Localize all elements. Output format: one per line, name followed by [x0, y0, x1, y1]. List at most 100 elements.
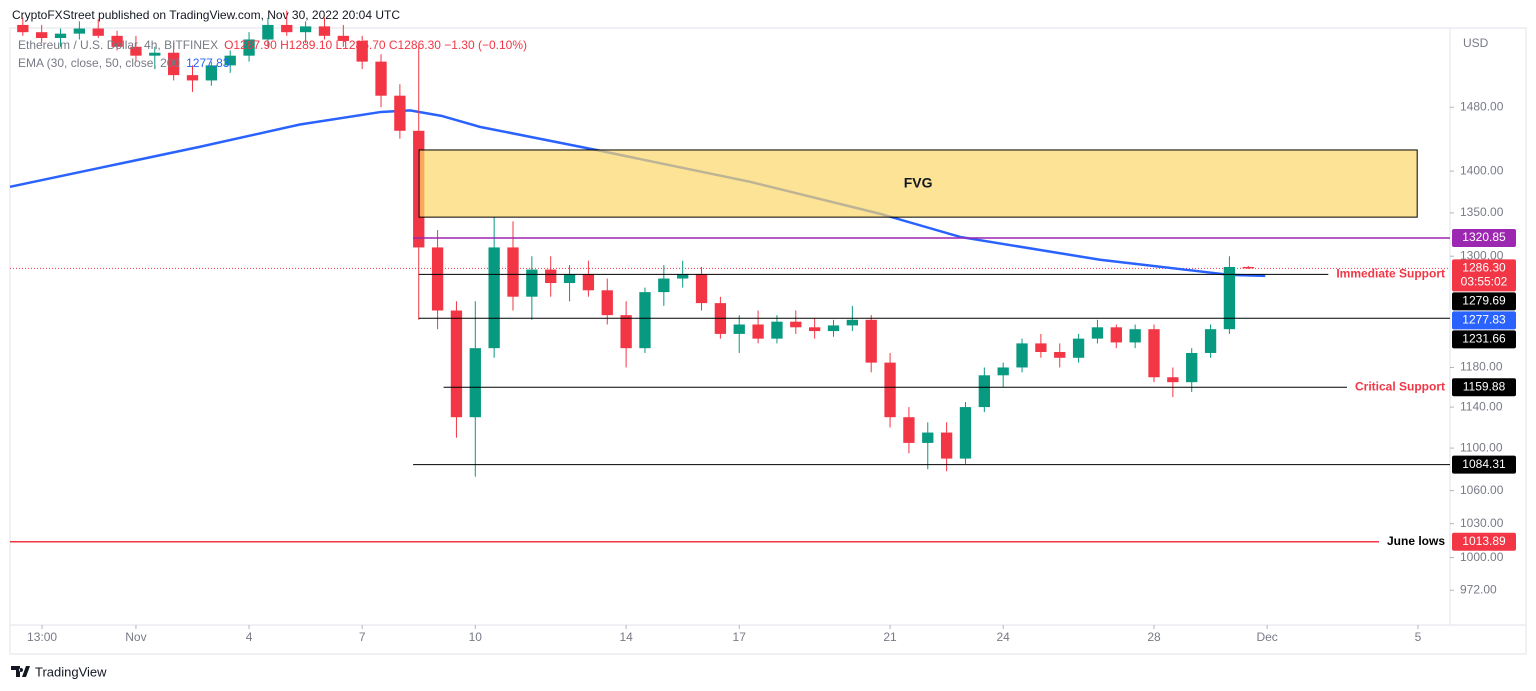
x-tick-label: Dec	[1256, 630, 1277, 644]
candle-body	[469, 348, 481, 418]
candle-body	[639, 292, 651, 349]
candle-body	[224, 55, 236, 66]
candle-body	[450, 310, 463, 418]
y-tick-label: 1300.00	[1460, 248, 1504, 262]
candle-body	[394, 95, 406, 131]
y-tick-label: 1100.00	[1460, 440, 1503, 454]
candle-body	[903, 417, 915, 443]
candle-body	[601, 290, 613, 316]
candle-body	[337, 35, 349, 41]
candle-body	[243, 39, 255, 56]
candle-body	[281, 24, 293, 33]
candle-body	[205, 65, 218, 81]
candle-body	[1035, 343, 1047, 353]
legend-symbol: Ethereum / U.S. Dollar, 4h, BITFINEX	[18, 38, 218, 52]
candle-body	[827, 325, 840, 332]
candle-body	[1016, 343, 1028, 368]
candle-body	[1110, 327, 1122, 343]
candle-body	[563, 274, 576, 284]
price-label-box	[1452, 532, 1516, 551]
candle-body	[73, 28, 86, 34]
candle-body	[959, 407, 972, 459]
x-tick-label: 10	[469, 630, 483, 644]
level-note: June lows	[1387, 534, 1445, 548]
candle-body	[1072, 338, 1085, 358]
candle-body	[356, 40, 368, 62]
x-tick-label: 13:00	[27, 630, 57, 644]
price-label: 1084.31	[1462, 457, 1506, 471]
fvg-zone	[418, 149, 1418, 218]
candle-body	[865, 319, 877, 363]
price-label: 1231.66	[1462, 332, 1506, 346]
candle-body	[375, 61, 387, 96]
y-tick-label: 1030.00	[1460, 516, 1504, 530]
candle-body	[111, 35, 123, 47]
candle-body	[186, 75, 199, 81]
candle-body	[677, 274, 689, 279]
y-tick-label: 1180.00	[1460, 360, 1503, 374]
price-label-box	[1452, 455, 1516, 474]
x-tick-label: 21	[883, 630, 897, 644]
candle-body	[1091, 327, 1104, 339]
y-tick-label: 1140.00	[1460, 399, 1503, 413]
price-label: 1320.85	[1462, 230, 1506, 244]
header: CryptoFXStreet published on TradingView.…	[12, 8, 400, 22]
ema-line	[9, 109, 1266, 278]
legend-ema-value: 1277.83	[186, 56, 230, 70]
candle-body	[299, 26, 312, 33]
candle-body	[1204, 329, 1217, 353]
candle-body	[790, 321, 802, 328]
candle-body	[695, 274, 708, 304]
price-label-box	[1452, 330, 1516, 349]
x-tick-label: 7	[359, 630, 366, 644]
candle-body	[1054, 352, 1066, 358]
candle-body	[658, 278, 670, 293]
x-tick-label: 5	[1415, 630, 1422, 644]
plot: FVG	[9, 10, 1450, 543]
x-tick-label: 4	[246, 630, 253, 644]
price-label-box	[1452, 228, 1516, 247]
price-label: 1286.30	[1462, 261, 1506, 275]
x-tick-label: 28	[1147, 630, 1161, 644]
candle-body	[92, 28, 104, 36]
logo: TradingView	[11, 664, 107, 679]
candle-body	[262, 24, 274, 40]
y-tick-label: 1060.00	[1460, 483, 1504, 497]
fvg-label: FVG	[904, 174, 933, 190]
candle-body	[620, 315, 632, 349]
candle-body	[318, 26, 331, 36]
y-tick-label: 972.00	[1460, 582, 1497, 596]
price-label: 1013.89	[1462, 534, 1506, 548]
y-tick-label: 1000.00	[1460, 550, 1504, 564]
candle-body	[997, 367, 1009, 376]
price-label-box	[1452, 311, 1516, 330]
x-tick-label: 14	[619, 630, 633, 644]
candle-body	[167, 52, 180, 76]
candle-body	[582, 274, 595, 291]
candle-body	[922, 432, 934, 443]
candle-body	[1167, 377, 1179, 383]
candle-body	[545, 269, 557, 284]
candle-body	[733, 324, 745, 334]
candle-body	[1242, 266, 1254, 269]
legend-ohlc: O1287.90 H1289.10 L1285.70 C1286.30 −1.3…	[224, 38, 527, 52]
candle-body	[507, 247, 519, 297]
currency: USD	[1463, 36, 1489, 50]
level-note: Immediate Support	[1336, 266, 1445, 280]
x-tick-label: 17	[733, 630, 747, 644]
y-tick-label: 1480.00	[1460, 99, 1504, 113]
candle-body	[978, 375, 990, 408]
y-tick-label: 1350.00	[1460, 205, 1504, 219]
candle-body	[54, 33, 67, 39]
logo-icon	[11, 666, 30, 677]
candle-body	[1148, 329, 1160, 378]
candle-body	[1223, 266, 1236, 330]
candle-body	[752, 324, 764, 339]
candle-body	[1129, 329, 1141, 343]
price-label-box	[1452, 259, 1516, 292]
x-tick-label: Nov	[125, 630, 146, 644]
candle-body	[808, 327, 821, 332]
y-tick-label: 1400.00	[1460, 163, 1504, 177]
candle-body	[36, 32, 48, 39]
